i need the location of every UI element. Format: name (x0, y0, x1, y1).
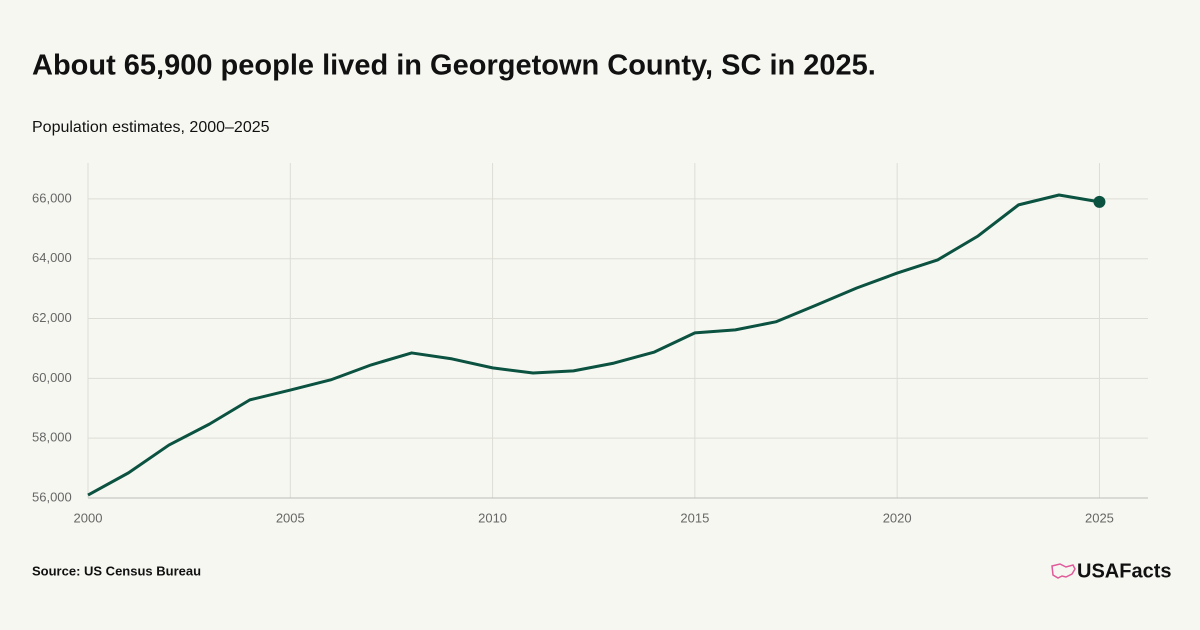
line (87, 193, 1100, 497)
end-point (1093, 195, 1106, 208)
logo-icon (1051, 563, 1076, 579)
y-tick-label: 58,000 (32, 430, 72, 445)
x-tick-label: 2010 (478, 510, 507, 525)
y-tick-label: 60,000 (32, 370, 72, 385)
x-tick-label: 2015 (680, 510, 709, 525)
brand-logo: USAFacts (1051, 560, 1171, 582)
y-tick-label: 64,000 (32, 250, 72, 265)
x-tick-label: 2005 (276, 510, 305, 525)
chart-title: About 65,900 people lived in Georgetown … (32, 50, 876, 82)
y-tick-label: 56,000 (32, 489, 72, 504)
y-tick-label: 66,000 (32, 190, 72, 205)
x-tick-label: 2000 (74, 510, 103, 525)
chart-subtitle: Population estimates, 2000–2025 (32, 119, 270, 136)
y-tick-label: 62,000 (32, 310, 72, 325)
brand-name: USAFacts (1077, 560, 1171, 582)
source: Source: US Census Bureau (32, 563, 201, 578)
x-tick-label: 2020 (883, 510, 912, 525)
x-tick-label: 2025 (1085, 510, 1114, 525)
